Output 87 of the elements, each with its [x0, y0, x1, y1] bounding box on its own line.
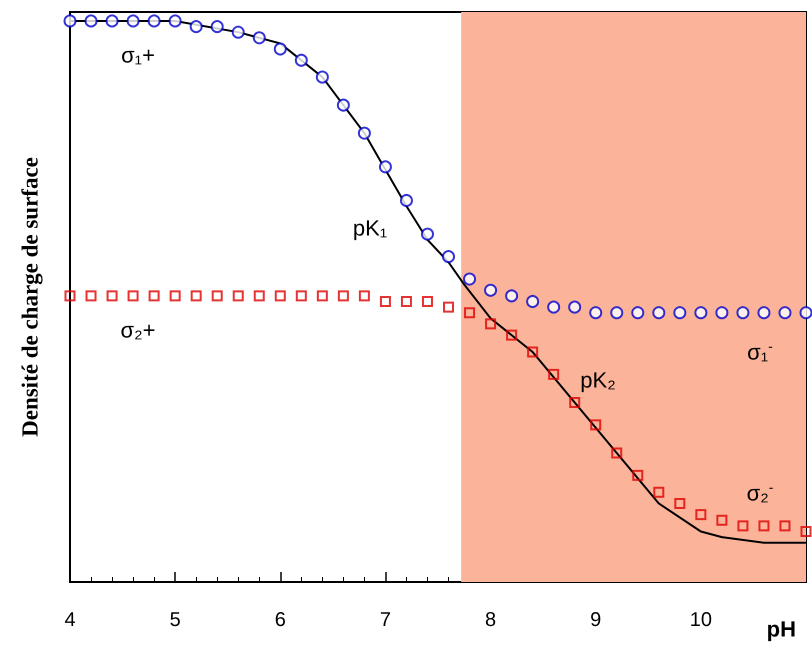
point — [84, 14, 98, 28]
point — [380, 296, 391, 307]
point — [800, 526, 812, 538]
point — [338, 290, 349, 302]
point — [527, 346, 538, 358]
point — [400, 296, 412, 307]
point — [252, 31, 266, 44]
point — [737, 520, 748, 532]
point — [358, 126, 371, 140]
point — [210, 20, 224, 34]
point — [653, 486, 664, 498]
x-tick-label: 9 — [590, 609, 602, 631]
point — [716, 514, 728, 526]
point — [64, 14, 76, 28]
point — [736, 306, 750, 320]
point — [378, 160, 392, 174]
point — [170, 290, 181, 302]
x-tick-label: 4 — [64, 609, 76, 631]
point — [274, 290, 286, 302]
point — [673, 306, 686, 320]
point — [695, 509, 706, 520]
point — [758, 520, 770, 532]
point — [464, 307, 476, 318]
x-tick-label: 6 — [274, 609, 286, 631]
point — [254, 290, 265, 302]
point — [128, 290, 139, 302]
point — [526, 294, 540, 308]
point — [232, 26, 245, 39]
x-tick-label: 10 — [690, 609, 712, 631]
point — [485, 318, 496, 330]
point — [484, 284, 498, 297]
point — [590, 419, 602, 430]
x-tick-label: 7 — [380, 609, 391, 631]
point — [148, 290, 160, 302]
point — [294, 54, 308, 67]
point — [190, 290, 202, 302]
point — [674, 498, 686, 509]
point — [548, 368, 560, 380]
point — [694, 306, 708, 320]
point — [420, 228, 434, 241]
x-tick-label: 8 — [485, 609, 496, 631]
point — [715, 306, 728, 320]
point — [779, 520, 790, 532]
point — [190, 20, 203, 34]
point — [316, 290, 328, 302]
point — [336, 98, 350, 112]
point — [148, 14, 161, 28]
point — [463, 272, 476, 286]
point — [296, 290, 307, 302]
point — [400, 194, 413, 207]
point — [316, 70, 329, 84]
point — [505, 289, 518, 302]
point — [442, 250, 456, 264]
point — [106, 290, 118, 302]
point — [610, 306, 624, 320]
point — [631, 306, 644, 320]
point — [569, 396, 580, 408]
point — [106, 14, 119, 28]
point — [126, 14, 140, 28]
point — [443, 302, 454, 313]
point — [86, 290, 97, 302]
point — [506, 330, 518, 341]
point — [800, 306, 812, 320]
annotation: pK₁ — [352, 216, 388, 240]
point — [64, 290, 76, 302]
annotation: σ₂+ — [120, 318, 156, 342]
point — [568, 300, 582, 314]
x-tick-label: 5 — [170, 609, 181, 631]
annotation: pK₂ — [580, 368, 616, 392]
point — [611, 447, 622, 458]
point — [589, 306, 602, 320]
point — [652, 306, 666, 320]
point — [632, 470, 644, 481]
y-axis-title: Densité de charge de surface — [18, 157, 44, 437]
point — [212, 290, 223, 302]
point — [422, 296, 433, 307]
point — [168, 14, 182, 28]
point — [757, 306, 770, 320]
annotation: σ₂- — [746, 479, 774, 506]
x-axis-title: pH — [766, 616, 796, 642]
annotation: σ₁+ — [121, 42, 155, 68]
point — [358, 290, 370, 302]
annotation: σ₁- — [747, 338, 774, 364]
point — [547, 300, 560, 314]
point — [232, 290, 244, 302]
point — [274, 42, 287, 56]
point — [778, 306, 792, 320]
